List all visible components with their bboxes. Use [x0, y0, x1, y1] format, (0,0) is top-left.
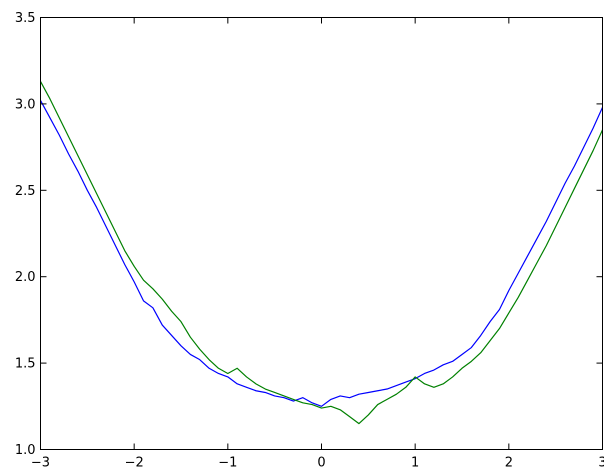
series-layer [39, 81, 604, 425]
ticks-layer: −3 −2 −1 0 1 2 3 1.0 1.5 2.0 2.5 3.0 3.5 [15, 11, 604, 471]
y-tick-label: 1.0 [15, 443, 36, 458]
y-tick-label: 2.5 [15, 184, 36, 199]
y-tick-label: 2.0 [15, 270, 36, 285]
y-tick-label: 1.5 [15, 357, 36, 372]
x-tick-label: −2 [125, 456, 144, 471]
x-tick-label: 0 [317, 456, 325, 471]
plot-frame [40, 17, 603, 450]
x-tick-label: −3 [31, 456, 50, 471]
series-line-1 [39, 100, 604, 407]
x-tick-label: 1 [411, 456, 419, 471]
x-tick-label: 2 [505, 456, 513, 471]
x-tick-label: 3 [598, 456, 604, 471]
y-tick-label: 3.0 [15, 97, 36, 112]
series-line-2 [39, 81, 604, 425]
y-tick-label: 3.5 [15, 11, 36, 26]
x-tick-label: −1 [218, 456, 237, 471]
